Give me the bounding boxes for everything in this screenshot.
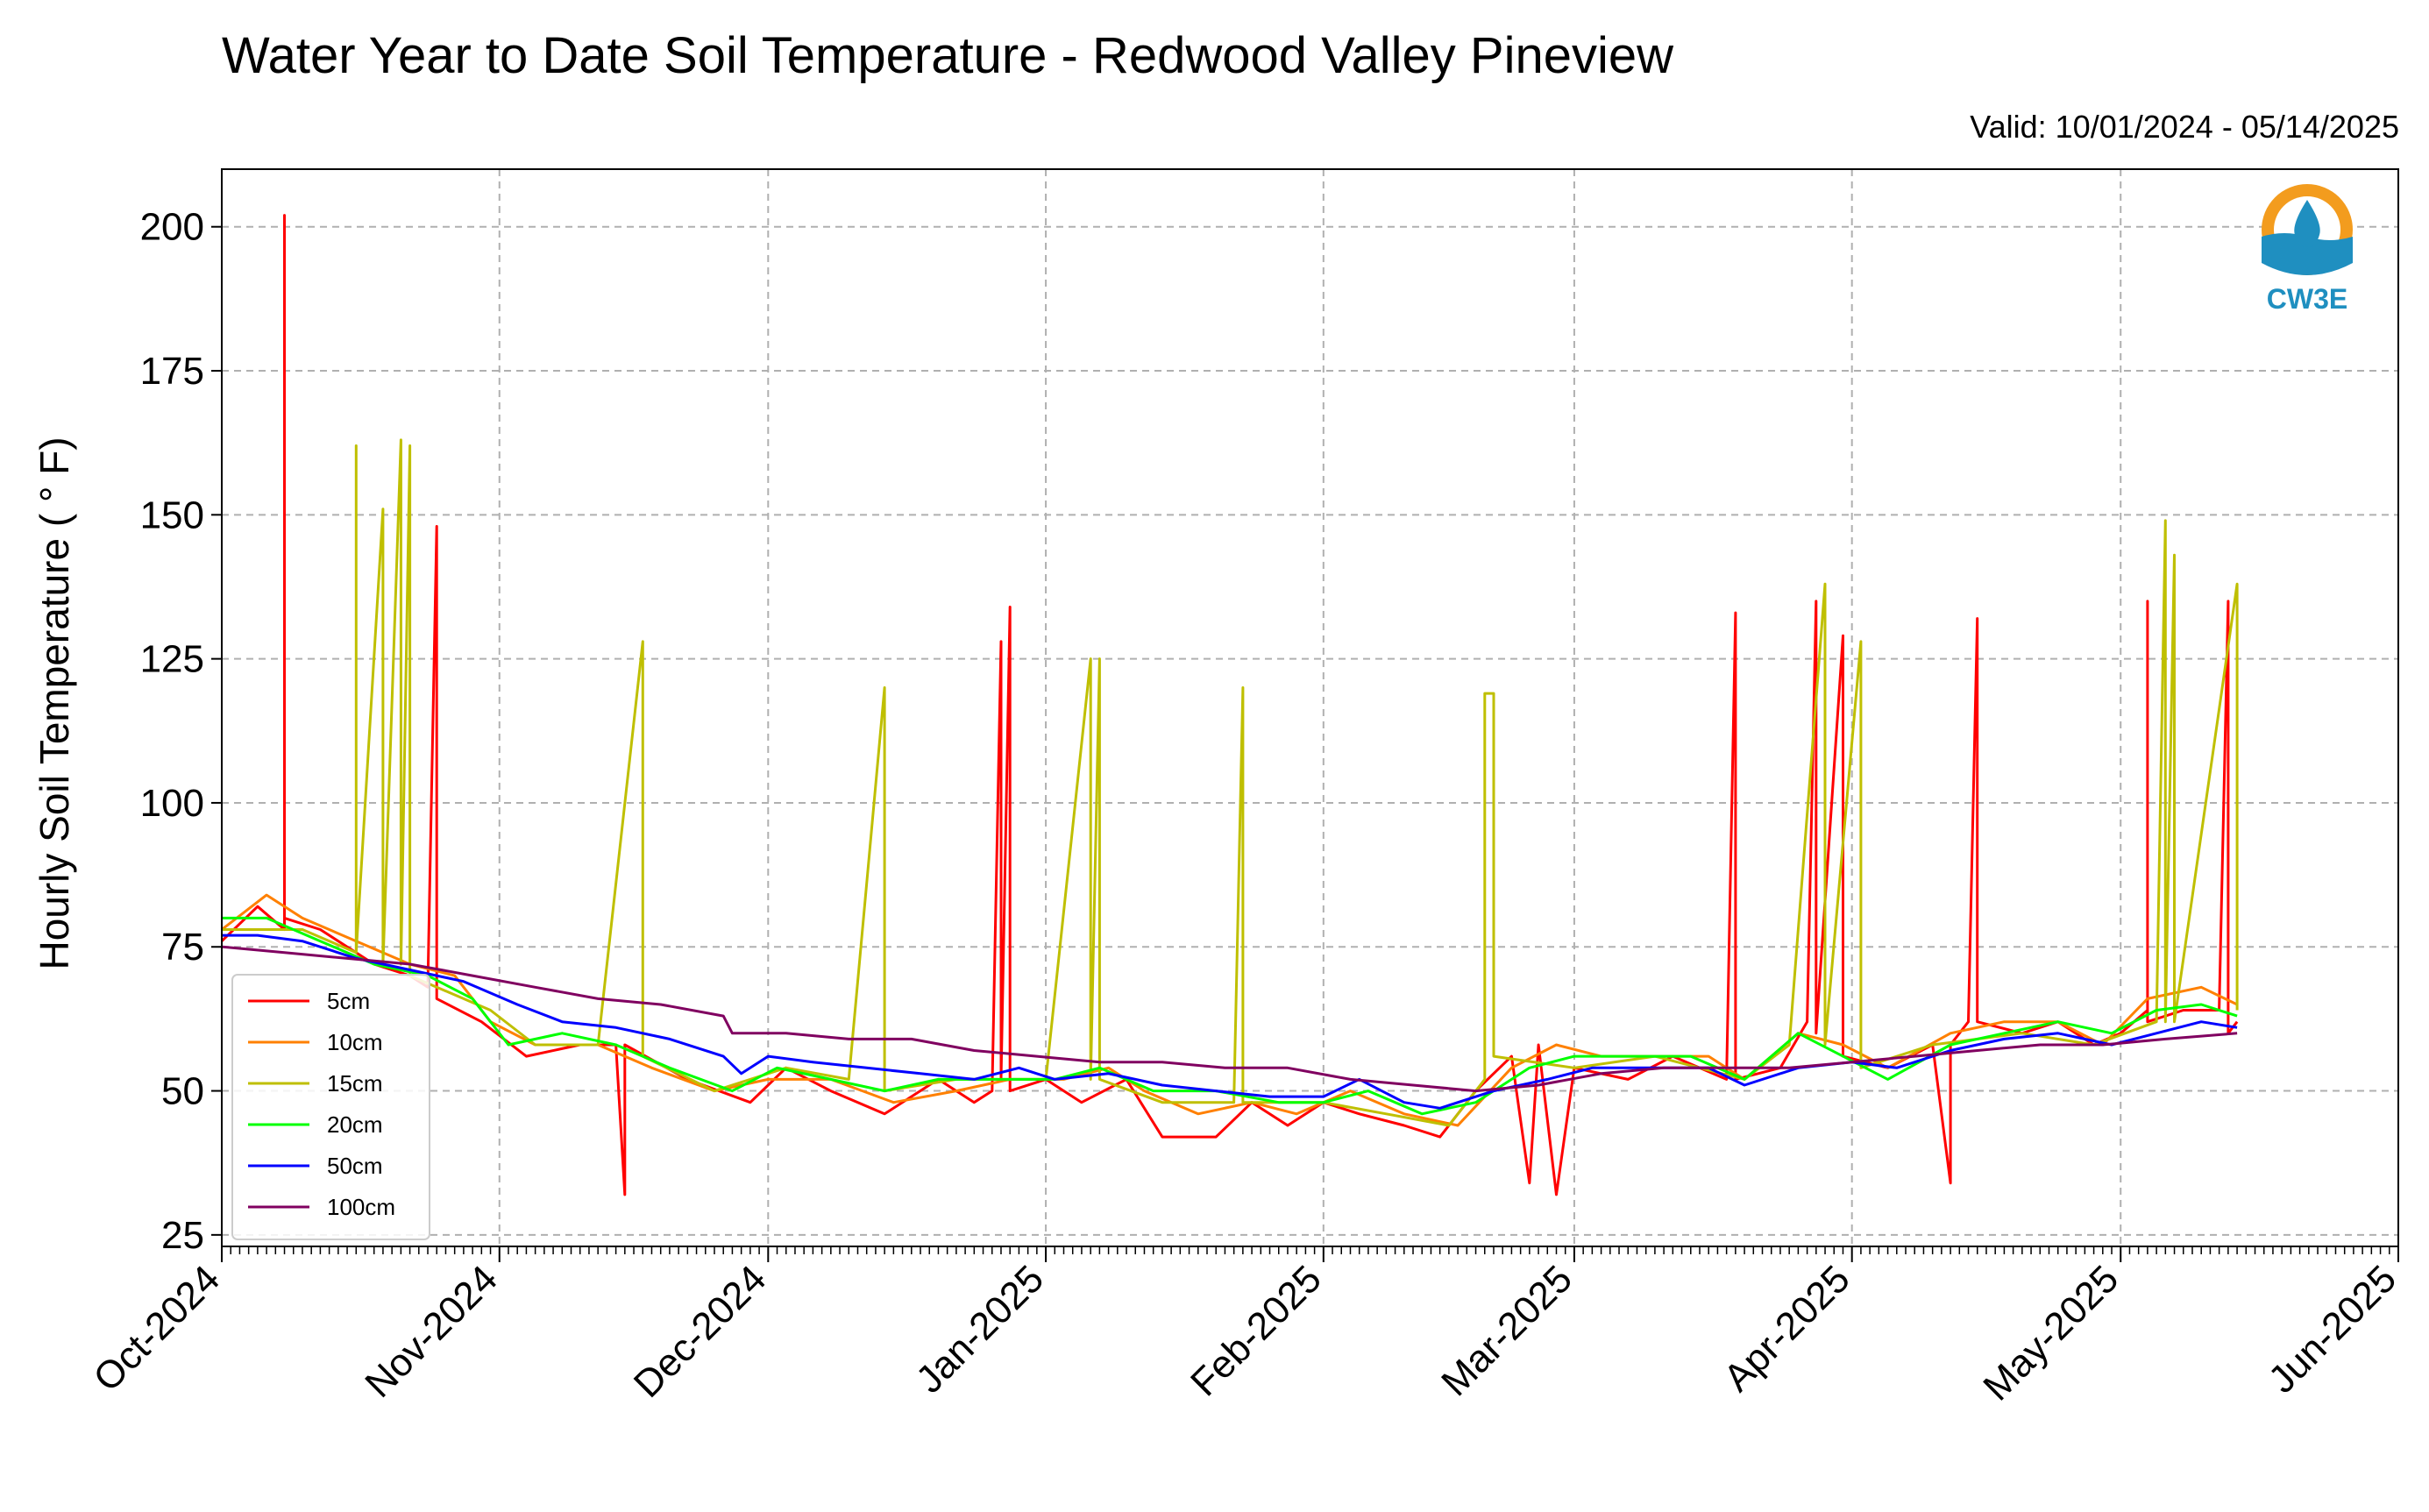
logo-text: CW3E: [2267, 283, 2347, 315]
series-line-100cm: [221, 945, 2238, 1093]
legend-label-15cm: 15cm: [327, 1070, 383, 1097]
x-tick-label: Oct-2024: [85, 1257, 228, 1400]
logo-water-icon: [2262, 233, 2353, 275]
valid-date-range: Valid: 10/01/2024 - 05/14/2025: [1970, 109, 2399, 145]
legend-label-50cm: 50cm: [327, 1153, 383, 1179]
y-tick-label: 100: [140, 782, 204, 825]
y-tick-label: 200: [140, 206, 204, 249]
x-tick-label: Feb-2025: [1183, 1257, 1330, 1404]
y-tick-label: 25: [161, 1214, 204, 1257]
legend-label-100cm: 100cm: [327, 1194, 395, 1220]
y-tick-label: 150: [140, 493, 204, 536]
legend: 5cm 10cm 15cm 20cm 50cm 100cm: [231, 974, 430, 1240]
cw3e-logo: CW3E: [2262, 184, 2353, 315]
chart-title: Water Year to Date Soil Temperature - Re…: [222, 27, 1674, 84]
x-tick-label: Mar-2025: [1433, 1257, 1580, 1404]
grid: [221, 169, 2399, 1246]
y-tick-label: 175: [140, 350, 204, 393]
series-line-50cm: [222, 933, 2238, 1110]
series-line-20cm: [222, 916, 2238, 1116]
legend-label-10cm: 10cm: [327, 1029, 383, 1055]
x-tick-label: Nov-2024: [357, 1257, 506, 1406]
series-line-15cm: [222, 438, 2239, 1127]
x-tick-label: Jun-2025: [2261, 1257, 2404, 1401]
x-tick-label: Dec-2024: [626, 1257, 775, 1406]
legend-label-20cm: 20cm: [327, 1111, 383, 1138]
series-lines: [220, 214, 2239, 1196]
series-line-5cm: [220, 214, 2239, 1196]
logo-drop-icon: [2294, 200, 2320, 247]
axis-ticks: 25 50 75 100 125 150 175 200 Oct-2024 Nov-2024 Dec…: [85, 206, 2404, 1409]
x-tick-label: Jan-2025: [908, 1257, 1052, 1401]
y-tick-label: 75: [161, 926, 204, 969]
y-tick-label: 50: [161, 1070, 204, 1113]
x-tick-label: May-2025: [1975, 1257, 2127, 1409]
legend-label-5cm: 5cm: [327, 988, 370, 1014]
plot-frame: [221, 168, 2399, 1247]
x-tick-label: Apr-2025: [1715, 1257, 1858, 1400]
y-axis-label: Hourly Soil Temperature ( ° F): [32, 437, 77, 969]
y-tick-label: 125: [140, 638, 204, 681]
